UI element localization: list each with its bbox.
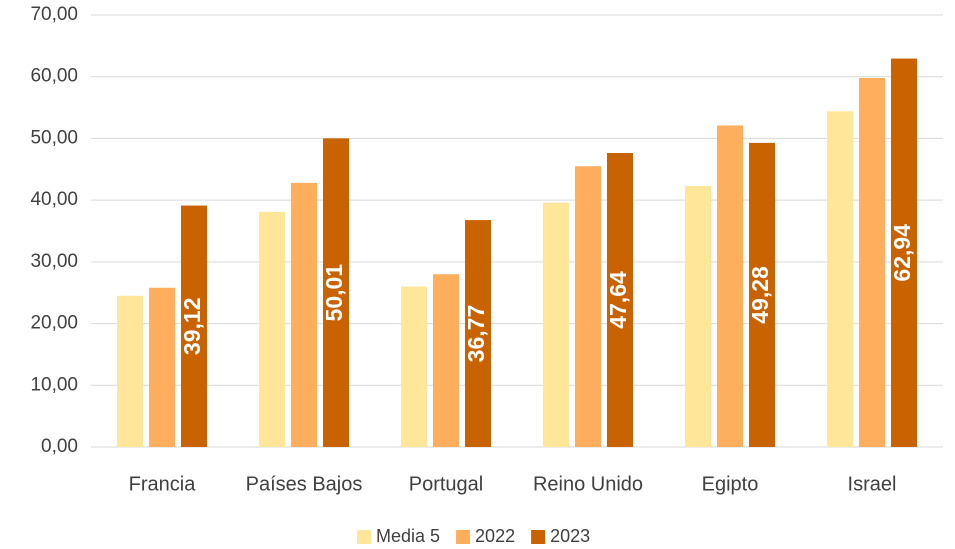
bar — [149, 287, 175, 447]
data-label: 62,94 — [889, 224, 915, 282]
y-tick-label: 0,00 — [41, 436, 78, 457]
bar — [685, 185, 711, 447]
bar — [717, 125, 743, 448]
bar — [181, 205, 207, 447]
bar — [259, 211, 285, 447]
data-label: 50,01 — [321, 264, 347, 322]
y-tick-label: 60,00 — [30, 66, 78, 87]
bar — [117, 295, 143, 447]
x-tick-label: Francia — [129, 473, 197, 495]
bar — [465, 220, 491, 447]
legend-swatch — [531, 530, 546, 544]
bar — [749, 142, 775, 447]
legend-label: 2023 — [550, 526, 590, 546]
bar — [323, 138, 349, 447]
x-tick-label: Egipto — [702, 473, 759, 495]
x-tick-label: Israel — [848, 473, 897, 495]
bar — [433, 274, 459, 447]
bar — [607, 152, 633, 447]
y-tick-label: 40,00 — [30, 189, 78, 210]
bar — [891, 58, 917, 448]
data-label: 47,64 — [605, 271, 631, 329]
x-tick-label: Reino Unido — [533, 473, 643, 495]
data-label: 36,77 — [463, 305, 489, 363]
legend-swatch — [357, 530, 371, 544]
legend-label: 2022 — [475, 526, 515, 546]
data-label: 49,28 — [747, 266, 773, 324]
bar — [859, 77, 885, 447]
bar — [827, 111, 853, 447]
bar — [575, 166, 601, 447]
y-tick-label: 10,00 — [30, 374, 78, 395]
y-tick-label: 20,00 — [30, 313, 78, 334]
y-tick-label: 50,00 — [30, 127, 78, 148]
bar — [543, 202, 569, 447]
data-label: 39,12 — [179, 298, 205, 356]
legend-swatch — [456, 530, 471, 544]
y-tick-label: 30,00 — [30, 251, 78, 272]
x-tick-label: Portugal — [409, 473, 484, 495]
legend-label: Media 5 — [376, 526, 440, 546]
bar — [291, 182, 317, 447]
x-tick-label: Países Bajos — [246, 473, 363, 495]
y-tick-label: 70,00 — [30, 4, 78, 25]
bar — [401, 286, 427, 447]
